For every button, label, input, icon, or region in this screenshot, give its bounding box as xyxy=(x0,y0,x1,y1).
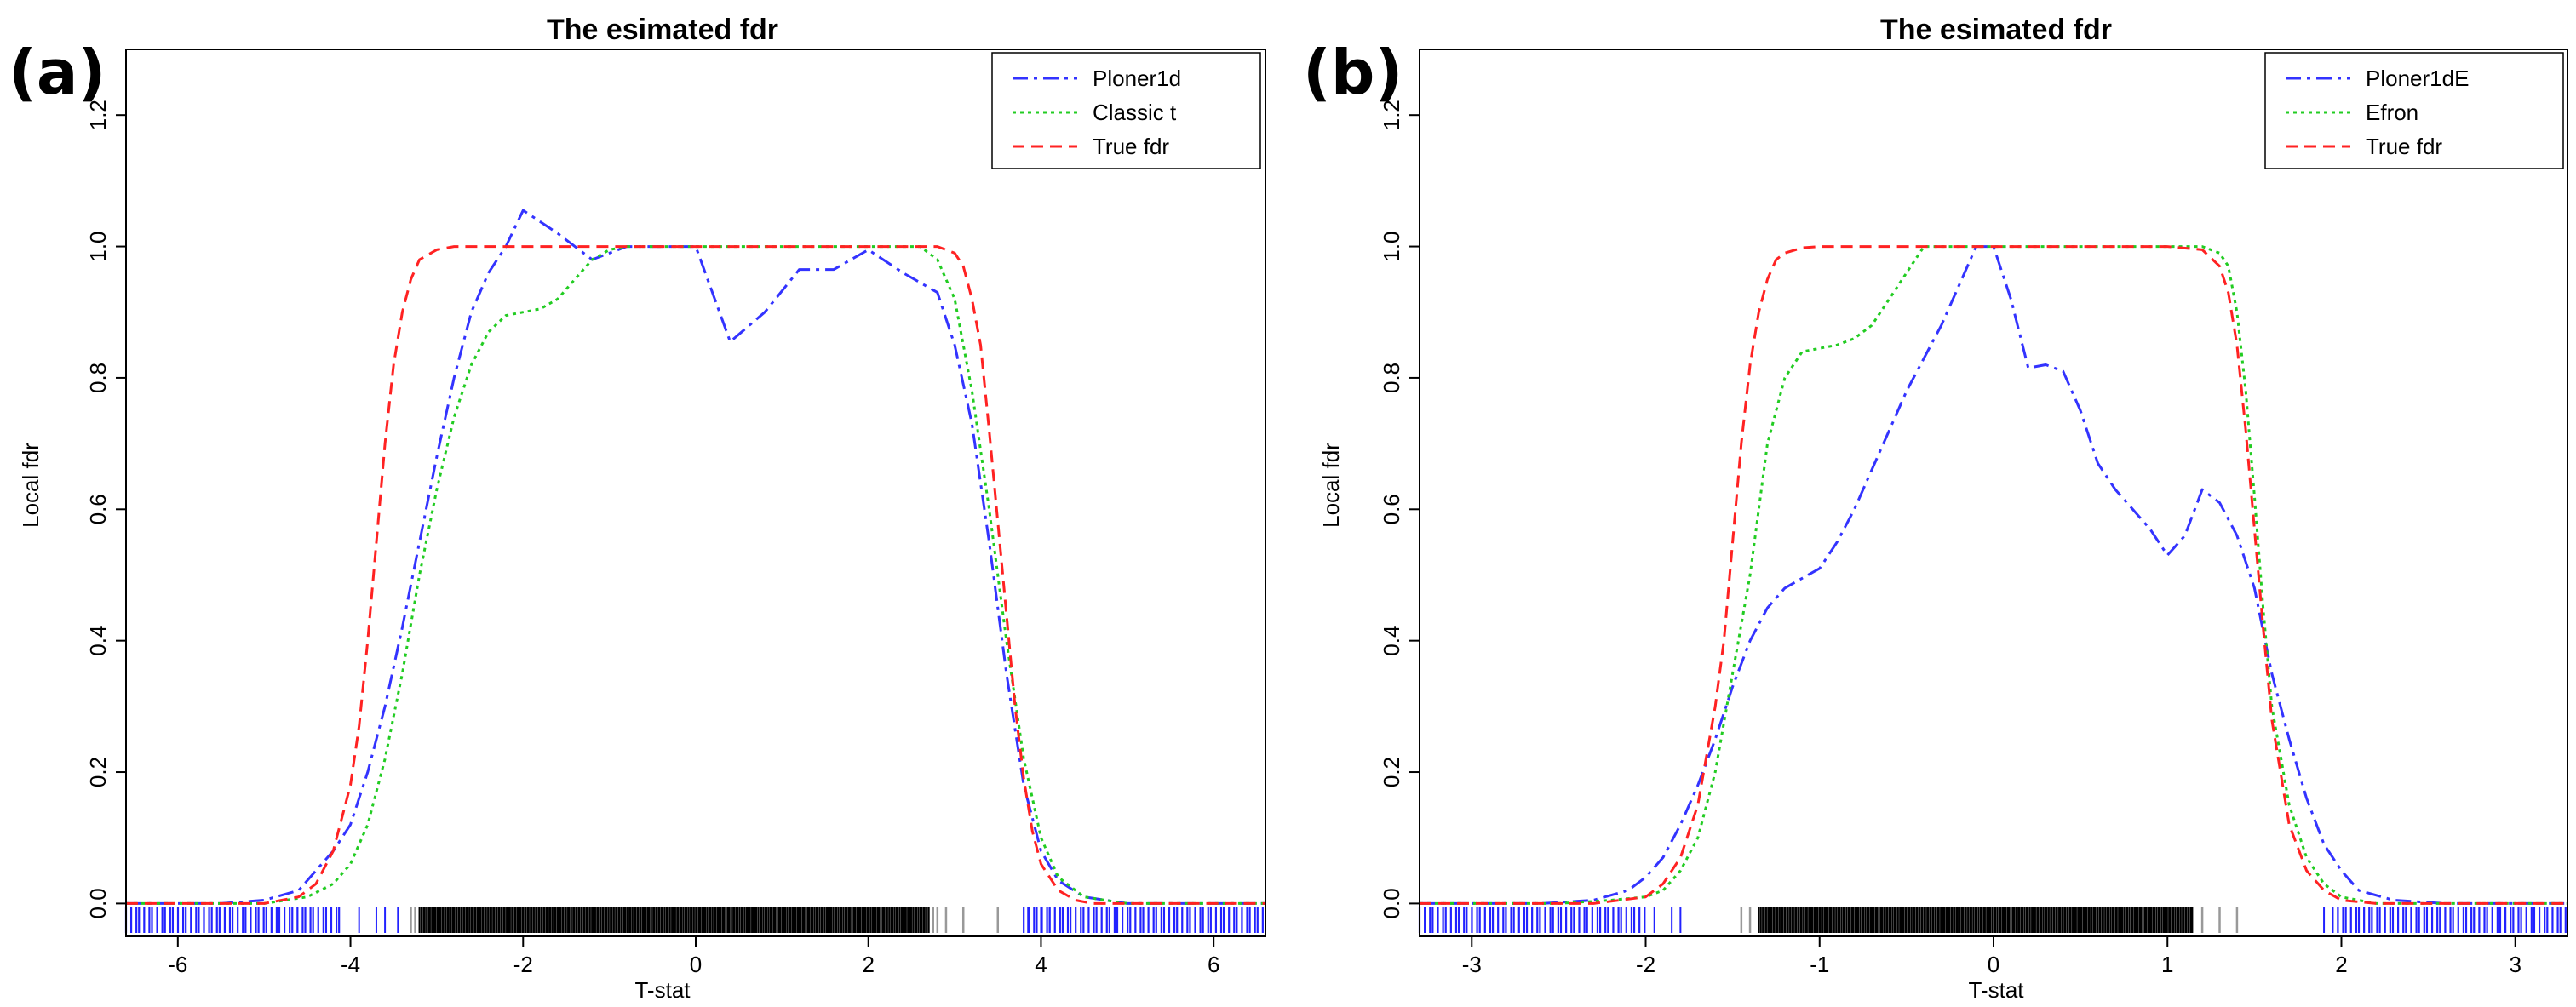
y-tick-label: 1.2 xyxy=(1379,100,1404,130)
x-tick-label: 3 xyxy=(2509,952,2521,977)
y-tick-label: 0.0 xyxy=(85,888,111,918)
y-tick-label: 1.2 xyxy=(85,100,111,130)
plot-area: -3 -2 -1 0 1 2 3 0.0 0.2 0.4 0.6 0.8 1.0 1.2 Ploner1dE… xyxy=(1379,52,2567,977)
series-line-ploner1d xyxy=(126,209,1265,905)
chart-title: The esimated fdr xyxy=(1880,14,2112,46)
x-tick-label: -2 xyxy=(513,952,533,977)
panel-label: (b) xyxy=(1303,37,1403,108)
y-tick-label: 0.0 xyxy=(1379,888,1404,918)
plot-frame xyxy=(1419,49,2568,937)
x-tick-label: 0 xyxy=(1988,952,1999,977)
legend-label: True fdr xyxy=(1093,134,1169,159)
legend: Ploner1d Classic t True fdr xyxy=(991,52,1261,169)
x-tick-label: 1 xyxy=(2161,952,2173,977)
x-tick-label: 2 xyxy=(862,952,874,977)
chart-panel-b: (b) The esimated fdr T-stat Local fdr -3… xyxy=(1303,14,2568,1003)
legend: Ploner1dE Efron True fdr xyxy=(2264,52,2564,169)
legend-label: Efron xyxy=(2366,100,2418,125)
chart-panel-a: (a) The esimated fdr T-stat Local fdr -6… xyxy=(9,14,1266,1003)
x-tick-label: 6 xyxy=(1208,952,1219,977)
y-tick-label: 0.4 xyxy=(85,626,111,656)
legend-label: Classic t xyxy=(1093,100,1177,125)
legend-label: True fdr xyxy=(2366,134,2442,159)
plot-area: -6 -4 -2 0 2 4 6 0.0 0.2 0.4 0.6 0.8 1.0 1.2 Ploner1d C… xyxy=(85,52,1265,977)
y-tick-label: 1.0 xyxy=(1379,231,1404,261)
chart-title: The esimated fdr xyxy=(547,14,778,46)
y-tick-label: 0.4 xyxy=(1379,626,1404,656)
x-tick-label: -4 xyxy=(341,952,360,977)
x-tick-label: 0 xyxy=(690,952,702,977)
x-tick-label: 4 xyxy=(1035,952,1047,977)
x-tick-label: -6 xyxy=(168,952,187,977)
y-tick-label: 0.2 xyxy=(85,757,111,787)
y-tick-label: 0.8 xyxy=(85,363,111,393)
y-tick-label: 0.8 xyxy=(1379,363,1404,393)
x-axis-label: T-stat xyxy=(1968,977,2024,1003)
y-tick-label: 0.6 xyxy=(1379,494,1404,524)
y-tick-label: 0.2 xyxy=(1379,757,1404,787)
y-tick-label: 0.6 xyxy=(85,494,111,524)
legend-label: Ploner1dE xyxy=(2366,66,2469,91)
legend-label: Ploner1d xyxy=(1093,66,1181,91)
rug-strip xyxy=(124,907,1264,933)
series-line-efron xyxy=(1420,245,2567,905)
legend-box xyxy=(2264,52,2564,169)
series-line-true-fdr xyxy=(126,245,1265,905)
x-tick-label: -3 xyxy=(1462,952,1482,977)
y-tick-label: 1.0 xyxy=(85,231,111,261)
y-axis-label: Local fdr xyxy=(18,443,43,528)
x-tick-label: -2 xyxy=(1636,952,1655,977)
plot-frame xyxy=(125,49,1266,937)
x-tick-label: 2 xyxy=(2335,952,2347,977)
legend-box xyxy=(991,52,1261,169)
rug-strip xyxy=(1418,907,2567,933)
x-tick-label: -1 xyxy=(1810,952,1829,977)
series-line-classic-t xyxy=(126,245,1265,905)
panel-label: (a) xyxy=(9,37,106,108)
y-axis-label: Local fdr xyxy=(1318,443,1344,528)
x-axis-label: T-stat xyxy=(634,977,691,1003)
